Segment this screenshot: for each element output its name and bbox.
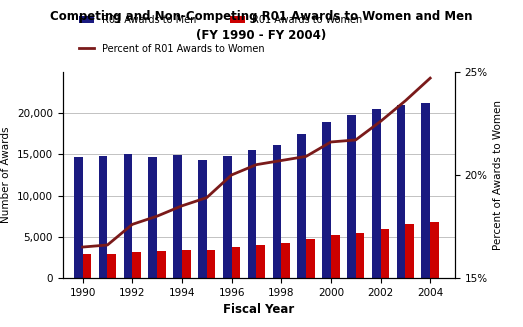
Bar [198,160,207,278]
X-axis label: Fiscal Year: Fiscal Year [223,303,294,316]
Bar [149,157,157,278]
Bar [223,156,232,278]
Percent of R01 Awards to Women [328,140,334,144]
Bar [322,122,331,278]
Bar [356,232,365,278]
Bar [331,235,339,278]
Text: (FY 1990 - FY 2004): (FY 1990 - FY 2004) [196,29,327,43]
Percent of R01 Awards to Women [179,204,185,208]
Percent of R01 Awards to Women [353,138,359,142]
Percent of R01 Awards to Women [104,243,110,247]
Bar [430,222,439,278]
Bar [182,250,190,278]
Percent of R01 Awards to Women [303,154,309,158]
Percent of R01 Awards to Women [79,245,86,249]
Bar [306,239,315,278]
Bar [422,103,430,278]
Bar [132,251,141,278]
Bar [83,254,92,278]
Percent of R01 Awards to Women [378,119,384,123]
Bar [347,115,356,278]
Y-axis label: Percent of Awards to Women: Percent of Awards to Women [493,100,504,250]
Bar [396,105,405,278]
Bar [281,243,290,278]
Bar [157,251,166,278]
Bar [372,109,381,278]
Bar [232,248,240,278]
Y-axis label: Number of Awards: Number of Awards [2,127,12,223]
Percent of R01 Awards to Women [278,159,285,163]
Bar [107,254,116,278]
Bar [74,157,83,278]
Bar [256,245,265,278]
Bar [99,156,107,278]
Bar [272,145,281,278]
Percent of R01 Awards to Women [203,196,210,199]
Bar [123,154,132,278]
Bar [405,224,414,278]
Percent of R01 Awards to Women [229,173,235,177]
Percent of R01 Awards to Women [154,214,160,218]
Line: Percent of R01 Awards to Women: Percent of R01 Awards to Women [83,78,430,247]
Bar [381,229,389,278]
Percent of R01 Awards to Women [402,99,408,103]
Bar [298,134,306,278]
Text: Competing and Non-Competing R01 Awards to Women and Men: Competing and Non-Competing R01 Awards t… [50,10,473,23]
Bar [173,155,182,278]
Percent of R01 Awards to Women [427,76,434,80]
Percent of R01 Awards to Women [129,222,135,226]
Percent of R01 Awards to Women [253,163,259,167]
Legend: Percent of R01 Awards to Women: Percent of R01 Awards to Women [75,40,268,58]
Bar [248,150,256,278]
Bar [207,250,215,278]
